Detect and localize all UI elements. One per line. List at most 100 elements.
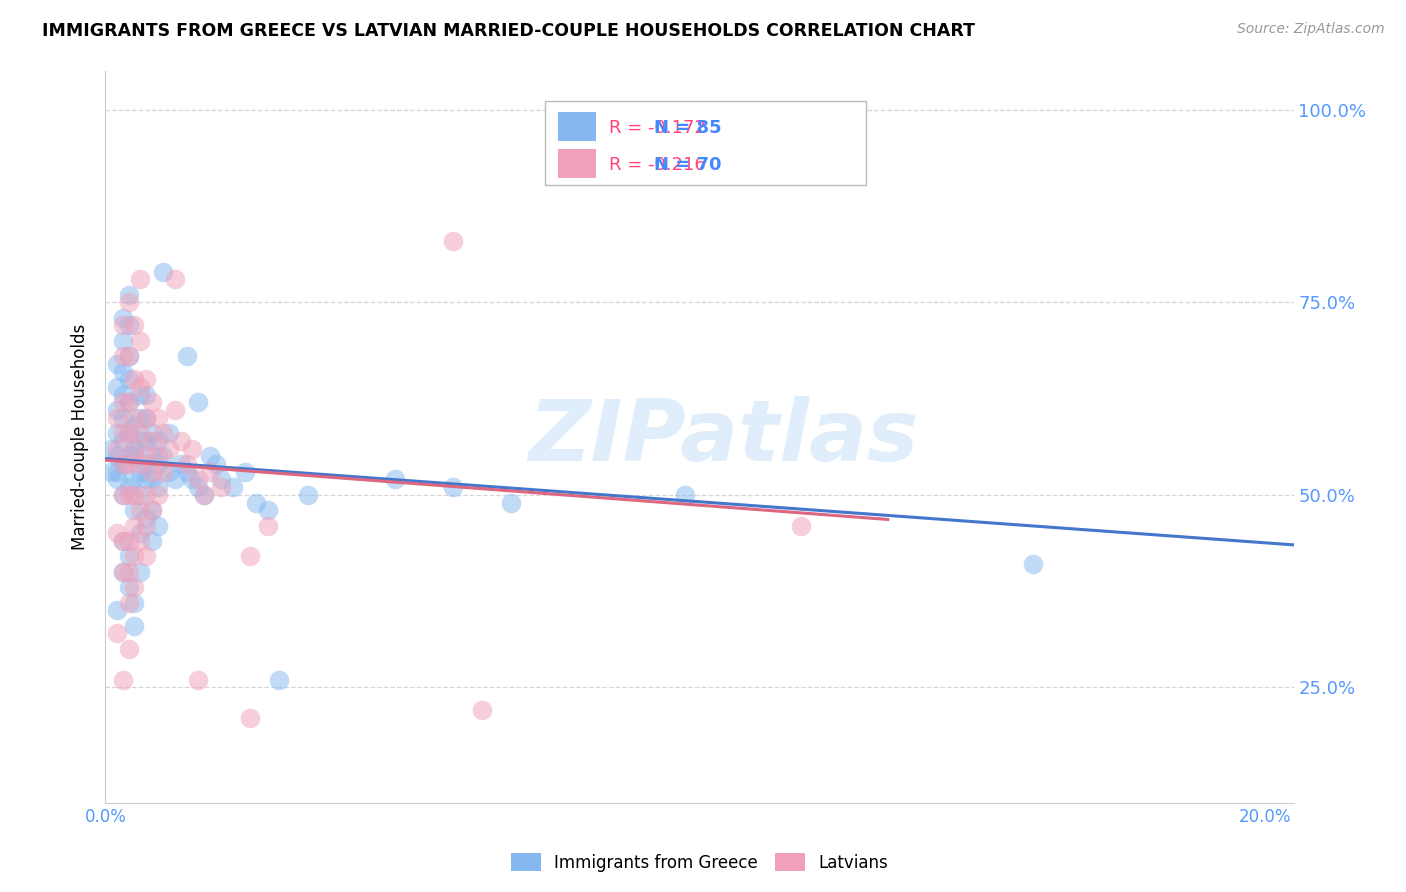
Point xyxy=(163,403,186,417)
Point xyxy=(181,442,204,456)
Point xyxy=(152,264,174,278)
Point xyxy=(135,511,157,525)
Point xyxy=(187,673,209,687)
Point xyxy=(501,495,523,509)
Y-axis label: Married-couple Households: Married-couple Households xyxy=(72,324,90,550)
Point xyxy=(129,565,152,579)
Point xyxy=(157,426,180,441)
Point xyxy=(146,434,169,448)
Point xyxy=(129,388,152,402)
Point xyxy=(245,495,267,509)
Point xyxy=(117,641,139,656)
Point xyxy=(105,426,128,441)
Point xyxy=(239,549,262,564)
Point xyxy=(124,450,146,464)
Point xyxy=(198,450,221,464)
Point xyxy=(105,450,128,464)
Point xyxy=(111,426,134,441)
Point xyxy=(204,457,226,471)
Point xyxy=(141,465,163,479)
Point xyxy=(198,465,221,479)
Point xyxy=(124,488,146,502)
Point xyxy=(105,403,128,417)
Point xyxy=(790,518,813,533)
Point xyxy=(141,534,163,549)
Point xyxy=(441,480,464,494)
Point xyxy=(105,410,128,425)
Point xyxy=(111,565,134,579)
Point xyxy=(187,472,209,486)
Point xyxy=(124,503,146,517)
Point xyxy=(129,465,152,479)
Point xyxy=(141,434,163,448)
Point xyxy=(111,349,134,363)
Point xyxy=(141,395,163,409)
Point xyxy=(441,234,464,248)
Point xyxy=(129,457,152,471)
Point xyxy=(1022,557,1045,571)
Point xyxy=(135,434,157,448)
Point xyxy=(233,465,256,479)
Point xyxy=(135,372,157,386)
Point xyxy=(135,410,157,425)
Point xyxy=(124,442,146,456)
Point xyxy=(129,526,152,541)
Point xyxy=(176,465,198,479)
Point xyxy=(124,442,146,456)
Point xyxy=(111,388,134,402)
Point xyxy=(117,488,139,502)
Point xyxy=(111,673,134,687)
Point xyxy=(135,388,157,402)
Point xyxy=(111,457,134,471)
Point xyxy=(117,395,139,409)
Point xyxy=(157,442,180,456)
Text: R = -0.172: R = -0.172 xyxy=(609,120,706,137)
Point xyxy=(384,472,406,486)
Point xyxy=(111,488,134,502)
Point xyxy=(129,488,152,502)
Point xyxy=(129,534,152,549)
Point xyxy=(117,318,139,333)
Point xyxy=(146,450,169,464)
Point xyxy=(117,372,139,386)
Point xyxy=(124,549,146,564)
Point xyxy=(135,549,157,564)
Point xyxy=(135,457,157,471)
Point xyxy=(124,418,146,433)
Point xyxy=(170,434,193,448)
Point xyxy=(124,472,146,486)
Point xyxy=(117,287,139,301)
Point xyxy=(176,457,198,471)
Point xyxy=(256,503,278,517)
Point xyxy=(152,426,174,441)
Point xyxy=(124,580,146,594)
Point xyxy=(111,534,134,549)
Legend: Immigrants from Greece, Latvians: Immigrants from Greece, Latvians xyxy=(505,847,894,879)
Point xyxy=(124,596,146,610)
Point xyxy=(269,673,291,687)
Point xyxy=(209,472,232,486)
Point xyxy=(135,450,157,464)
Point xyxy=(117,534,139,549)
Point xyxy=(146,480,169,494)
Point xyxy=(135,488,157,502)
Point xyxy=(111,565,134,579)
Point xyxy=(105,526,128,541)
Point xyxy=(117,395,139,409)
Point xyxy=(105,380,128,394)
Point xyxy=(117,596,139,610)
Point xyxy=(129,426,152,441)
Point xyxy=(181,472,204,486)
Point xyxy=(176,349,198,363)
Point xyxy=(239,711,262,725)
Text: Source: ZipAtlas.com: Source: ZipAtlas.com xyxy=(1237,22,1385,37)
Point xyxy=(124,518,146,533)
Point xyxy=(129,434,152,448)
Text: IMMIGRANTS FROM GREECE VS LATVIAN MARRIED-COUPLE HOUSEHOLDS CORRELATION CHART: IMMIGRANTS FROM GREECE VS LATVIAN MARRIE… xyxy=(42,22,976,40)
Point xyxy=(111,334,134,348)
Point xyxy=(152,450,174,464)
Point xyxy=(111,488,134,502)
Point xyxy=(117,480,139,494)
Point xyxy=(117,426,139,441)
Point xyxy=(105,472,128,486)
